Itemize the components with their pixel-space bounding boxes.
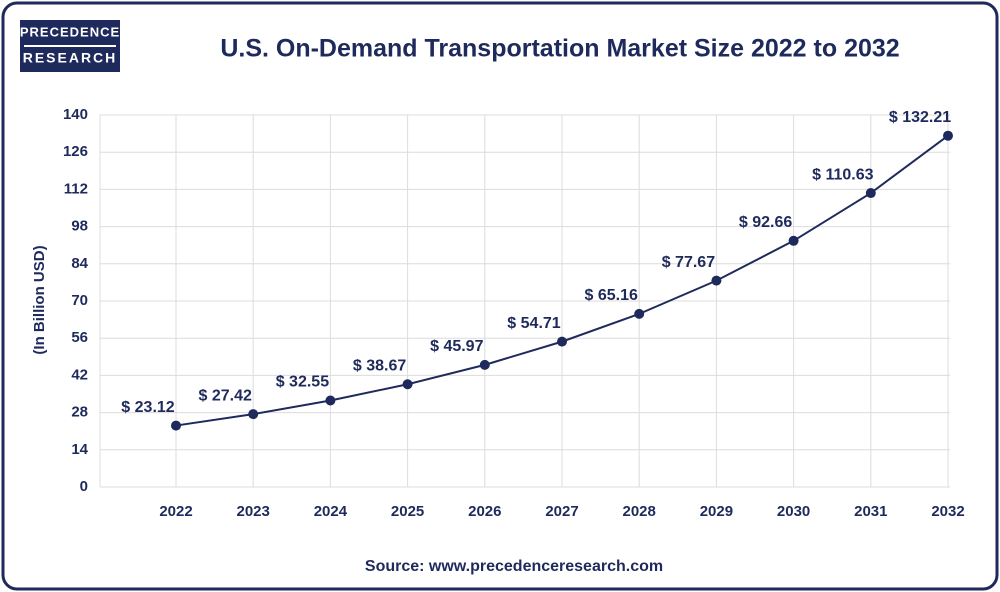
x-tick-label: 2026 [468,503,501,520]
x-tick-label: 2029 [700,503,733,520]
x-tick-label: 2028 [623,503,656,520]
x-tick-label: 2025 [391,503,424,520]
value-label: $ 65.16 [585,287,638,304]
point [479,359,490,370]
point [865,188,876,199]
point [711,275,722,286]
x-tick-label: 2023 [237,503,270,520]
logo-text: PRECEDENCE [20,24,120,39]
y-tick-label: 28 [71,404,88,421]
point [634,308,645,319]
value-label: $ 45.97 [430,338,483,355]
y-tick-label: 56 [71,329,88,346]
point [943,130,953,141]
value-label: $ 38.67 [353,357,406,374]
point [788,235,799,246]
y-tick-label: 112 [64,180,88,197]
x-tick-label: 2022 [159,503,192,520]
x-tick-label: 2031 [854,503,887,520]
x-tick-label: 2027 [545,503,578,520]
point [557,336,567,347]
value-label: $ 132.21 [889,109,951,126]
y-axis-label: (In Billion USD) [31,245,48,354]
x-tick-label: 2030 [777,503,810,520]
point [248,409,259,420]
y-tick-label: 84 [71,255,88,272]
value-label: $ 23.12 [121,399,174,416]
x-tick-label: 2032 [931,503,964,520]
y-tick-label: 98 [71,218,88,235]
point [402,379,413,390]
value-label: $ 27.42 [199,387,252,404]
value-label: $ 54.71 [507,315,560,332]
source: Source: www.precedenceresearch.com [365,558,663,575]
point [325,395,336,406]
value-label: $ 92.66 [739,214,792,231]
value-label: $ 32.55 [276,374,329,391]
value-label: $ 77.67 [662,254,715,271]
y-tick-label: 14 [71,441,88,458]
y-tick-label: 70 [71,292,88,309]
x-tick-label: 2024 [314,503,348,520]
y-tick-label: 126 [63,143,88,160]
logo-divider [24,45,116,47]
y-tick-label: 0 [80,478,88,495]
point [171,420,181,431]
chart-title: U.S. On-Demand Transportation Market Siz… [220,35,899,63]
y-tick-label: 42 [71,366,88,383]
logo-text: RESEARCH [23,50,118,66]
value-label: $ 110.63 [812,166,874,183]
y-tick-label: 140 [63,106,88,123]
